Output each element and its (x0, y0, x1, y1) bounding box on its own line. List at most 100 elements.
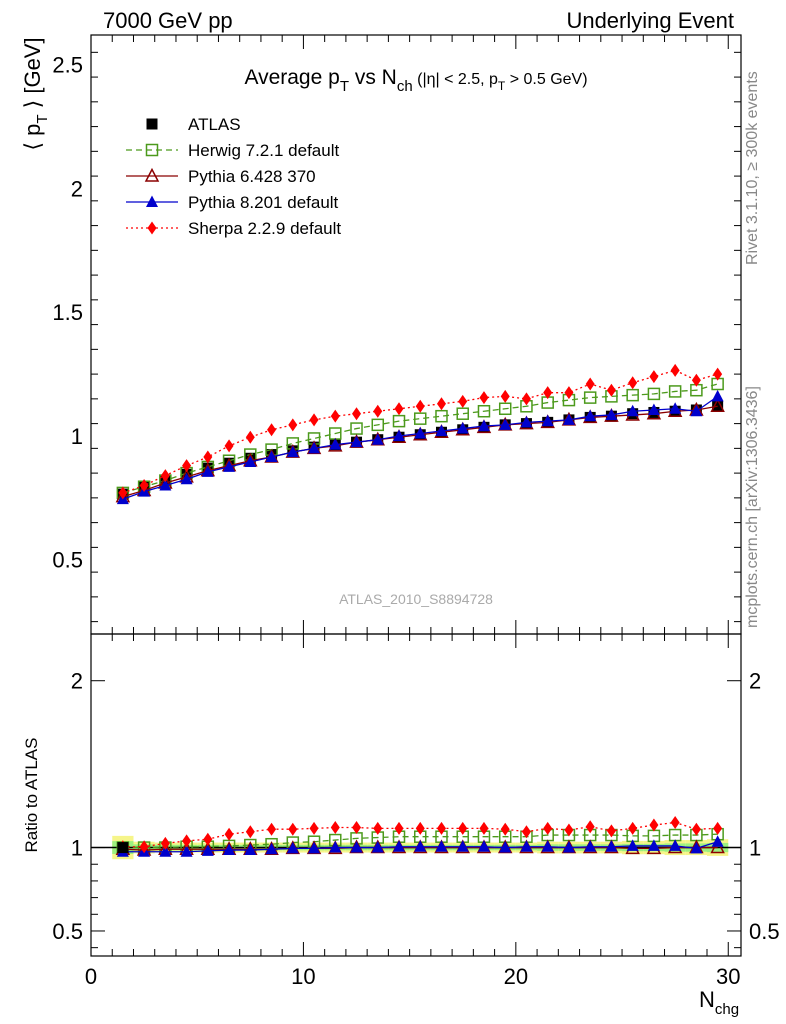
ratio-point (541, 840, 554, 852)
legend-marker (144, 167, 160, 182)
ratio-point (394, 821, 404, 835)
plot-title: Average pT vs Nch (|η| < 2.5, pT > 0.5 G… (244, 66, 587, 95)
ratio-plot-frame (90, 633, 742, 957)
ratio-point (330, 821, 340, 835)
y-tick-label: 2.5 (52, 53, 83, 78)
data-point (626, 388, 639, 402)
data-point (139, 478, 149, 492)
data-point (647, 403, 660, 415)
data-point (564, 386, 574, 400)
ratio-point (458, 821, 468, 835)
ratio-point (373, 821, 383, 835)
ratio-y-axis-label: Ratio to ATLAS (22, 738, 41, 853)
ratio-point (628, 821, 638, 835)
data-point (373, 404, 383, 418)
data-point (649, 370, 659, 384)
data-point (201, 465, 214, 477)
ratio-point (649, 818, 659, 832)
header-right: Underlying Event (566, 8, 734, 33)
legend-item: ATLAS (146, 115, 241, 134)
data-point (309, 413, 319, 427)
data-point (479, 391, 489, 405)
data-point (458, 394, 468, 408)
data-point (244, 455, 257, 467)
ratio-point (244, 843, 257, 856)
legend-item: Pythia 8.201 default (126, 193, 339, 212)
ratio-point (159, 845, 172, 857)
ratio-point (224, 827, 234, 841)
data-point (245, 430, 255, 444)
ratio-point (499, 841, 512, 853)
data-point (413, 412, 427, 425)
data-point (436, 397, 446, 411)
data-point (605, 408, 618, 420)
data-point (182, 459, 192, 473)
data-point (352, 407, 362, 421)
data-point (585, 377, 595, 391)
legend: ATLAS Herwig 7.2.1 default Pythia 6.428 37… (126, 115, 341, 238)
ratio-point (265, 842, 278, 855)
data-point (330, 409, 340, 423)
ratio-point (670, 816, 680, 830)
x-tick-label: 20 (504, 964, 528, 989)
ratio-y-tick-label: 2 (71, 669, 83, 694)
ratio-point (286, 841, 299, 854)
ratio-point (456, 840, 469, 852)
ratio-point (288, 822, 298, 836)
legend-label: Pythia 8.201 default (188, 193, 339, 212)
header-left: 7000 GeV pp (103, 8, 233, 33)
ratio-y-tick-label: 0.5 (52, 919, 83, 944)
y-tick-label: 1 (71, 424, 83, 449)
data-point (350, 435, 363, 448)
ratio-point (435, 840, 448, 852)
data-point (628, 376, 638, 390)
ratio-point (139, 840, 149, 854)
data-point (435, 409, 448, 423)
data-point (308, 441, 321, 454)
analysis-watermark: ATLAS_2010_S8894728 (339, 591, 493, 607)
ratio-point (414, 840, 427, 852)
data-point (477, 419, 490, 432)
ratio-y-tick-label-right: 0.5 (749, 919, 780, 944)
ratio-y-tick-label-right: 1 (749, 836, 761, 861)
data-point (392, 414, 406, 428)
ratio-point (605, 840, 618, 852)
data-point (521, 392, 531, 406)
ratio-point (308, 841, 321, 854)
legend-marker (147, 221, 157, 235)
ratio-point (350, 841, 363, 853)
data-point (267, 423, 277, 437)
data-point (329, 438, 342, 450)
data-point (690, 404, 703, 417)
data-point (499, 418, 512, 430)
y-tick-label: 2 (71, 176, 83, 201)
data-point (477, 404, 491, 418)
ratio-y-tick-label: 1 (71, 836, 83, 861)
ratio-point (393, 840, 406, 852)
ratio-point (352, 821, 362, 835)
ratio-point (203, 832, 213, 846)
legend-item: Herwig 7.2.1 default (126, 141, 339, 160)
data-point (520, 415, 533, 428)
data-point (562, 413, 575, 425)
ratio-point (521, 825, 531, 839)
legend-label: Pythia 6.428 370 (188, 167, 316, 186)
ratio-point (477, 840, 490, 852)
x-tick-label: 0 (85, 964, 97, 989)
data-point (414, 427, 427, 439)
data-point (456, 407, 469, 420)
data-point (584, 409, 597, 422)
y-tick-label: 0.5 (52, 548, 83, 573)
ratio-point (201, 844, 214, 856)
data-point (543, 386, 553, 400)
ratio-point (690, 841, 703, 854)
ratio-point (182, 834, 192, 848)
ratio-atlas-point (117, 842, 129, 854)
ratio-point (562, 841, 575, 853)
data-point (286, 445, 299, 458)
ratio-series-sherpa-2-2-9-default (118, 816, 723, 854)
legend-item: Sherpa 2.2.9 default (126, 219, 341, 238)
data-point (710, 398, 725, 413)
ratio-point (647, 839, 660, 851)
